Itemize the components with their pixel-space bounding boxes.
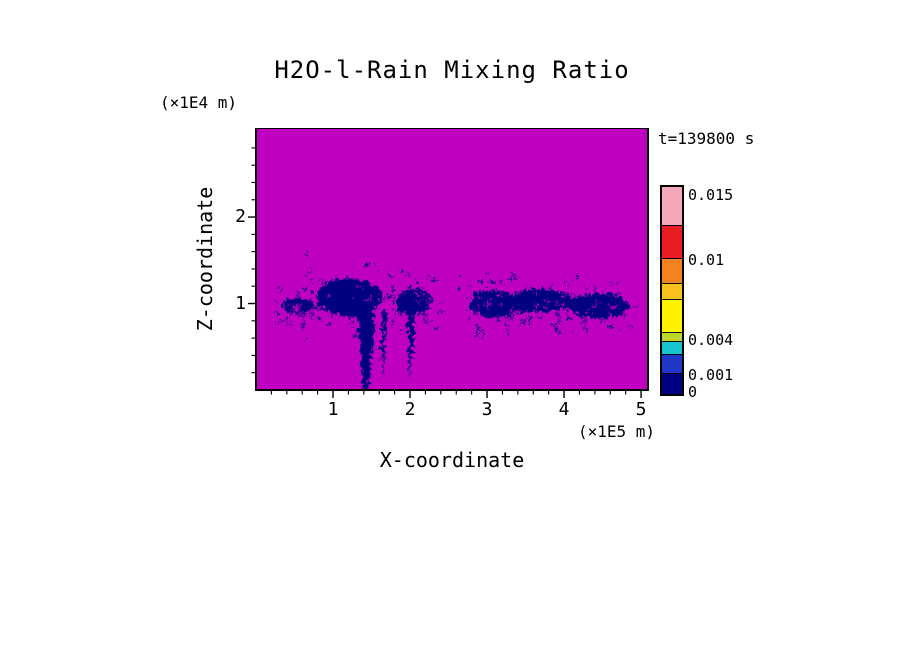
field-background xyxy=(256,128,648,390)
colorbar-segment xyxy=(662,187,682,225)
colorbar-segment xyxy=(662,257,682,283)
colorbar xyxy=(660,185,684,396)
x-tick-label: 3 xyxy=(481,399,493,420)
x-axis-units-label: (×1E5 m) xyxy=(577,422,655,441)
x-axis-title: X-coordinate xyxy=(379,448,525,472)
y-tick-label: 1 xyxy=(235,292,246,314)
chart-title: H2O-l-Rain Mixing Ratio xyxy=(274,56,630,84)
colorbar-tick-label: 0.015 xyxy=(688,186,734,205)
x-tick-label: 5 xyxy=(635,399,647,420)
z-axis-title: Z-coordinate xyxy=(193,186,217,332)
plot-frame-and-ticks xyxy=(248,128,649,398)
x-tick-label: 4 xyxy=(558,399,570,420)
colorbar-segment xyxy=(662,299,682,333)
x-tick-label: 1 xyxy=(327,399,339,420)
y-tick-label: 2 xyxy=(235,206,246,228)
z-axis-units-label: (×1E4 m) xyxy=(160,93,238,112)
colorbar-tick-label: 0 xyxy=(688,383,698,401)
heatmap-canvas xyxy=(248,128,649,398)
time-annotation: t=139800 s xyxy=(658,129,755,148)
colorbar-segment xyxy=(662,354,682,374)
colorbar-segment xyxy=(662,224,682,258)
colorbar-segment xyxy=(662,332,682,342)
rain-field-features xyxy=(271,251,636,387)
colorbar-tick-label: 0.001 xyxy=(688,366,734,385)
colorbar-segment xyxy=(662,282,682,300)
colorbar-tick-label: 0.01 xyxy=(688,250,725,269)
colorbar-segment xyxy=(662,373,682,394)
colorbar-tick-label: 0.004 xyxy=(688,331,734,350)
x-tick-label: 2 xyxy=(404,399,416,420)
colorbar-segment xyxy=(662,341,682,355)
